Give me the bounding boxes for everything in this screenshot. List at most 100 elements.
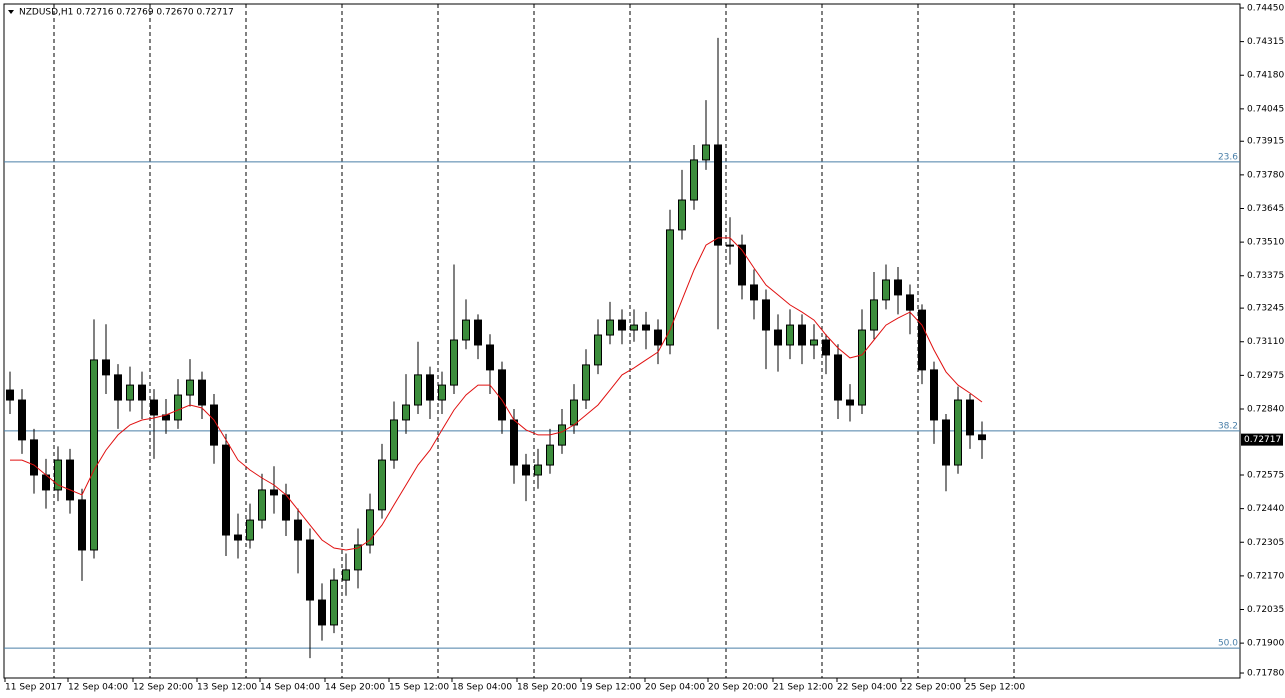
candle-body [954, 399, 962, 466]
candle-body [198, 379, 206, 406]
candle-body [978, 434, 986, 441]
y-tick-label: 0.73110 [1247, 337, 1284, 347]
candle-body [966, 399, 974, 436]
candle-body [30, 439, 38, 476]
x-tick-label: 25 Sep 12:00 [965, 683, 1025, 693]
x-tick-label: 11 Sep 2017 [5, 683, 62, 693]
candle-body [78, 499, 86, 551]
candle-body [450, 339, 458, 386]
x-tick-label: 15 Sep 12:00 [389, 683, 449, 693]
candle-body [294, 519, 302, 541]
candle-body [798, 324, 806, 346]
candle-body [354, 544, 362, 571]
candle-body [18, 399, 26, 441]
candle-body [618, 319, 626, 331]
candle-body [534, 464, 542, 476]
y-tick-label: 0.72440 [1247, 504, 1284, 514]
y-tick-label: 0.73510 [1247, 238, 1284, 248]
candle-body [834, 354, 842, 401]
candle-body [366, 509, 374, 546]
y-tick-label: 0.73245 [1247, 304, 1284, 314]
header-arrow [8, 10, 14, 14]
candle-body [546, 444, 554, 466]
candle-body [738, 244, 746, 286]
candle-body [138, 384, 146, 401]
candle-body [630, 324, 638, 331]
candle-body [714, 144, 722, 246]
y-tick-label: 0.73915 [1247, 137, 1284, 147]
candle-body [474, 319, 482, 346]
candle-body [570, 399, 578, 426]
candle-body [942, 419, 950, 466]
candle-body [642, 324, 650, 331]
price-tag [1241, 433, 1283, 446]
candle-body [318, 599, 326, 626]
y-tick-label: 0.72305 [1247, 538, 1284, 548]
candle-body [438, 384, 446, 401]
x-tick-label: 21 Sep 12:00 [773, 683, 833, 693]
y-tick-label: 0.72575 [1247, 471, 1284, 481]
chart-header: NZDUSD,H1 0.72716 0.72769 0.72670 0.7271… [19, 8, 234, 18]
candle-body [378, 459, 386, 511]
y-tick-label: 0.71900 [1247, 639, 1284, 649]
y-tick-label: 0.72170 [1247, 571, 1284, 581]
y-tick-label: 0.72975 [1247, 371, 1284, 381]
x-tick-label: 14 Sep 04:00 [260, 683, 320, 693]
candle-body [654, 329, 662, 346]
candle-body [222, 444, 230, 536]
candle-body [258, 489, 266, 521]
candle-body [426, 374, 434, 401]
candle-body [606, 319, 614, 336]
candle-body [234, 534, 242, 541]
candle-body [846, 399, 854, 406]
y-tick-label: 0.74180 [1247, 71, 1284, 81]
candle-body [918, 309, 926, 371]
candle-body [702, 144, 710, 161]
candle-body [486, 344, 494, 371]
x-tick-label: 22 Sep 04:00 [837, 683, 897, 693]
candle-body [510, 419, 518, 466]
candle-body [906, 294, 914, 311]
candle-body [558, 424, 566, 446]
candle-body [246, 519, 254, 541]
candle-body [678, 199, 686, 231]
y-tick-label: 0.73780 [1247, 170, 1284, 180]
x-tick-label: 14 Sep 20:00 [325, 683, 385, 693]
candle-body [390, 419, 398, 461]
candle-body [6, 389, 14, 401]
price-tag-label: 0.72717 [1244, 435, 1281, 445]
candle-body [186, 379, 194, 396]
x-tick-label: 20 Sep 20:00 [708, 683, 768, 693]
moving-average [10, 237, 983, 551]
candle-body [726, 244, 734, 247]
y-tick-label: 0.74045 [1247, 104, 1284, 114]
y-tick-label: 0.74450 [1247, 3, 1284, 13]
candle-body [114, 374, 122, 401]
candle-body [498, 369, 506, 421]
x-tick-label: 12 Sep 04:00 [68, 683, 128, 693]
candle-body [930, 369, 938, 421]
x-tick-label: 22 Sep 20:00 [901, 683, 961, 693]
candle-body [774, 329, 782, 346]
x-tick-label: 19 Sep 12:00 [581, 683, 641, 693]
x-tick-label: 13 Sep 12:00 [197, 683, 257, 693]
y-tick-label: 0.74315 [1247, 37, 1284, 47]
candle-body [270, 489, 278, 496]
candle-body [894, 279, 902, 296]
fib-level-label: 38.2 [1218, 421, 1238, 431]
y-tick-label: 0.73375 [1247, 271, 1284, 281]
candle-body [150, 399, 158, 416]
candle-body [462, 319, 470, 341]
candle-body [666, 229, 674, 346]
candle-body [762, 299, 770, 331]
candle-body [594, 334, 602, 366]
x-tick-label: 18 Sep 04:00 [452, 683, 512, 693]
candle-body [102, 359, 110, 376]
candle-body [522, 464, 530, 476]
y-tick-label: 0.72840 [1247, 404, 1284, 414]
candle-body [786, 324, 794, 346]
candle-body [690, 159, 698, 201]
x-tick-label: 12 Sep 20:00 [133, 683, 193, 693]
